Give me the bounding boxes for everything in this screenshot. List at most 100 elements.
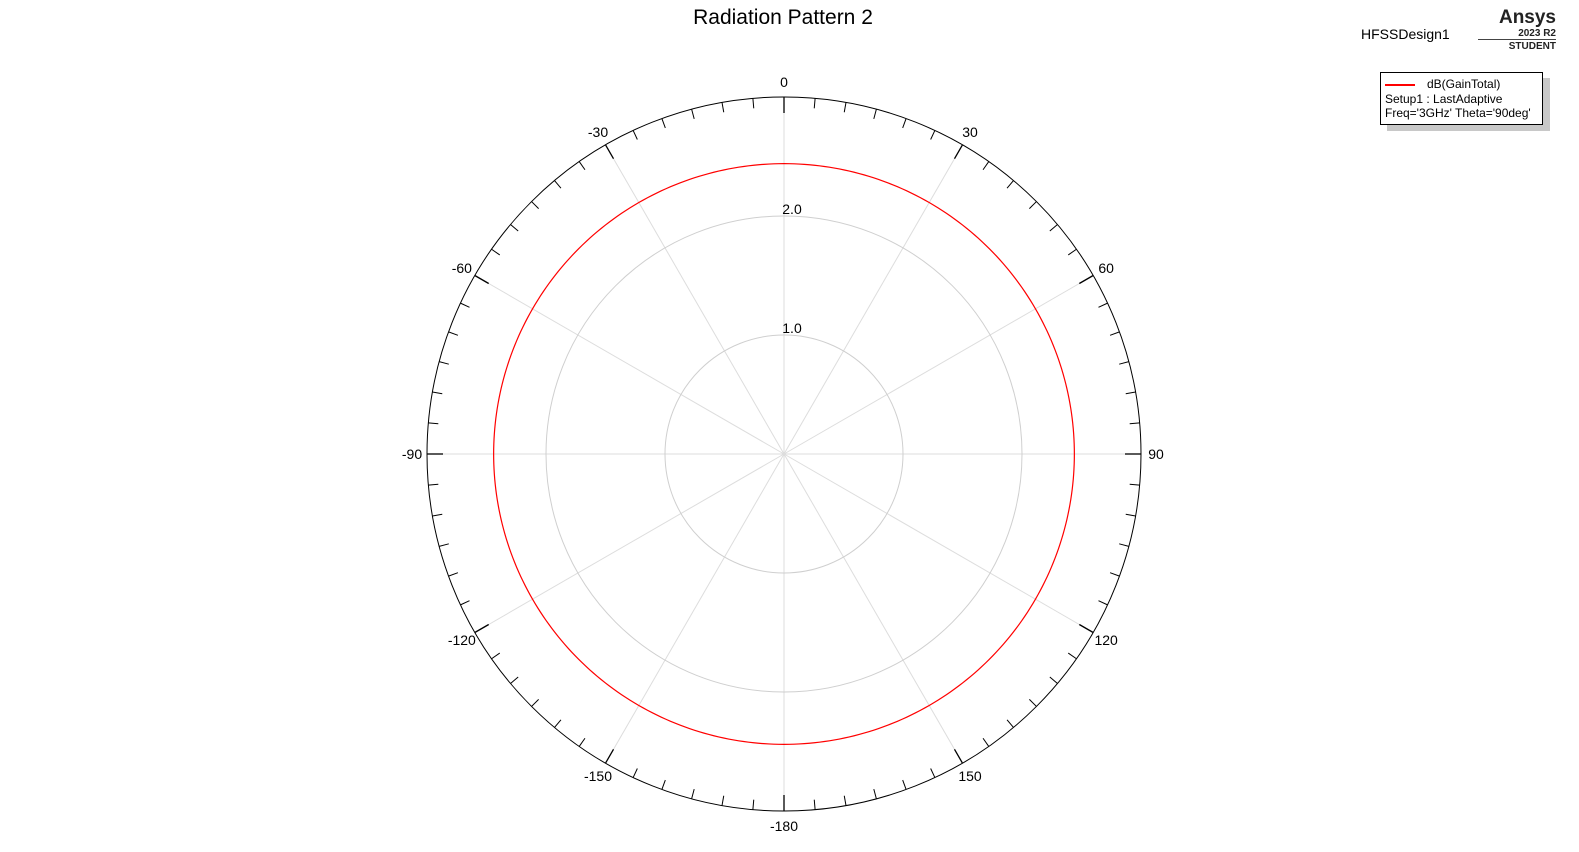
minor-tick (930, 130, 936, 140)
major-tick (604, 748, 615, 764)
angle-label: -90 (402, 446, 422, 462)
minor-tick (531, 699, 539, 707)
minor-tick (902, 118, 907, 129)
minor-tick (1129, 422, 1140, 425)
minor-tick (1006, 180, 1014, 189)
minor-tick (578, 737, 586, 747)
angle-label: -180 (770, 818, 798, 834)
major-tick (474, 274, 490, 285)
minor-tick (813, 98, 816, 109)
minor-tick (491, 248, 501, 256)
radial-tick-label: 1.0 (782, 320, 802, 336)
minor-tick (491, 652, 501, 660)
radial-spoke (783, 453, 1094, 633)
minor-tick (1049, 676, 1058, 684)
radial-spoke (605, 144, 785, 455)
minor-tick (632, 768, 638, 778)
angle-label: 0 (780, 74, 788, 90)
minor-tick (1029, 201, 1037, 209)
minor-tick (721, 102, 725, 113)
legend-swatch (1385, 83, 1415, 86)
minor-tick (1029, 699, 1037, 707)
minor-tick (1006, 719, 1014, 728)
radial-grid-circle (545, 215, 1023, 693)
minor-tick (632, 130, 638, 140)
radial-spoke (474, 453, 785, 633)
minor-tick (428, 483, 439, 486)
minor-tick (432, 513, 443, 517)
minor-tick (691, 789, 695, 799)
major-tick (953, 144, 964, 160)
minor-tick (578, 161, 586, 171)
angle-label: -60 (452, 260, 472, 276)
minor-tick (1067, 652, 1077, 660)
minor-tick (721, 795, 725, 806)
angle-label: 120 (1094, 632, 1118, 648)
minor-tick (873, 109, 877, 119)
minor-tick (1098, 302, 1108, 308)
radial-spoke (474, 275, 785, 455)
minor-tick (439, 543, 449, 547)
radial-spoke (783, 144, 963, 455)
chart-title: Radiation Pattern 2 (693, 6, 873, 29)
minor-tick (902, 779, 907, 790)
minor-tick (661, 779, 666, 790)
series-trace (493, 163, 1075, 745)
minor-tick (460, 600, 470, 606)
minor-tick (752, 799, 755, 810)
angle-label: -150 (584, 768, 612, 784)
tick-marks (427, 97, 1141, 811)
minor-tick (432, 391, 443, 395)
minor-tick (1119, 543, 1129, 547)
minor-tick (1049, 224, 1058, 232)
legend-entry[interactable]: dB(GainTotal) (1385, 77, 1500, 91)
brand-logo: Ansys 2023 R2 STUDENT (1478, 8, 1556, 53)
minor-tick (554, 719, 562, 728)
minor-tick (439, 361, 449, 365)
minor-tick (930, 768, 936, 778)
minor-tick (1125, 391, 1136, 395)
legend[interactable]: dB(GainTotal) Setup1 : LastAdaptive Freq… (1380, 72, 1543, 125)
major-tick (604, 144, 615, 160)
radial-spoke (605, 453, 785, 764)
minor-tick (460, 302, 470, 308)
minor-tick (1129, 483, 1140, 486)
minor-tick (1098, 600, 1108, 606)
radial-spoke (783, 453, 963, 764)
minor-tick (448, 331, 459, 336)
minor-tick (428, 422, 439, 425)
minor-tick (1119, 361, 1129, 365)
radial-grid-circle (664, 334, 904, 574)
minor-tick (752, 98, 755, 109)
minor-tick (448, 572, 459, 577)
minor-tick (982, 161, 990, 171)
legend-setup: Setup1 : LastAdaptive (1385, 92, 1503, 106)
major-tick (474, 623, 490, 634)
design-name: HFSSDesign1 (1361, 26, 1450, 42)
radial-tick-label: 2.0 (782, 201, 802, 217)
angle-label: 30 (962, 124, 978, 140)
brand-name: Ansys (1498, 7, 1556, 28)
minor-tick (531, 201, 539, 209)
angle-label: 150 (958, 768, 982, 784)
minor-tick (510, 676, 519, 684)
minor-tick (843, 795, 847, 806)
minor-tick (873, 789, 877, 799)
minor-tick (510, 224, 519, 232)
minor-tick (1109, 331, 1120, 336)
angle-labels: 0 30 60 90 120 150 -180 -150 -120 -90 -60 -30 (402, 74, 1164, 834)
minor-tick (813, 799, 816, 810)
legend-trace-label: dB(GainTotal) (1427, 77, 1501, 91)
radial-spoke (783, 275, 1094, 455)
minor-tick (1109, 572, 1120, 577)
brand-version: 2023 R2 (1478, 28, 1556, 40)
minor-tick (1125, 513, 1136, 517)
brand-edition: STUDENT (1508, 41, 1556, 52)
minor-tick (661, 118, 666, 129)
minor-tick (1067, 248, 1077, 256)
major-tick (1078, 623, 1094, 634)
angle-label: -120 (448, 632, 476, 648)
angle-label: 60 (1098, 260, 1114, 276)
angle-label: -30 (588, 124, 608, 140)
